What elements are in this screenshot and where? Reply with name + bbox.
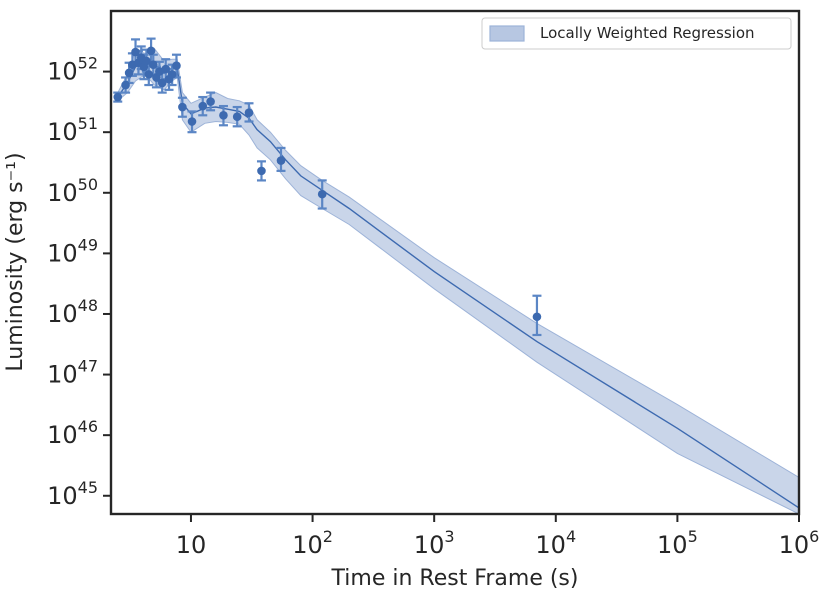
y-tick-label: 1046	[47, 417, 98, 449]
data-point	[206, 97, 215, 106]
x-axis-label: Time in Rest Frame (s)	[331, 566, 579, 591]
x-tick-label: 104	[535, 527, 576, 559]
data-point	[157, 78, 167, 88]
data-point	[219, 110, 228, 120]
data-point	[198, 101, 208, 111]
y-axis-label: Luminosity (erg s⁻¹)	[3, 152, 28, 371]
data-point	[146, 46, 156, 56]
legend-label: Locally Weighted Regression	[540, 24, 755, 42]
x-tick-label: 105	[657, 527, 698, 559]
x-tick-label: 102	[292, 527, 333, 559]
data-point	[144, 70, 154, 79]
data-point	[257, 166, 266, 176]
data-points	[113, 46, 542, 322]
legend-box	[481, 17, 792, 50]
x-tick-label: 106	[779, 527, 820, 559]
data-point	[276, 156, 286, 165]
data-point	[167, 70, 177, 79]
data-point	[131, 47, 140, 57]
y-tick-label: 1049	[47, 235, 98, 267]
legend-band-swatch	[489, 25, 525, 42]
plot-area	[113, 37, 799, 514]
y-tick-label: 1047	[47, 357, 98, 389]
y-tick-label: 1048	[47, 296, 98, 328]
y-tick-label: 1050	[47, 175, 98, 207]
data-point	[142, 56, 151, 66]
data-point	[244, 108, 254, 117]
data-point	[232, 112, 242, 122]
data-point	[161, 64, 171, 74]
data-point	[172, 61, 181, 71]
data-point	[113, 92, 123, 102]
x-tick-label: 103	[414, 527, 455, 559]
data-point	[317, 189, 327, 199]
y-axis-ticks: 1045 1046 1047 1048 1049 1050 1051 1052	[47, 54, 111, 510]
x-axis-ticks: 10 102 103 104 105 106	[176, 514, 820, 559]
data-point	[121, 80, 130, 90]
data-point	[178, 102, 187, 112]
data-point	[148, 60, 158, 69]
plot-frame	[109, 9, 801, 516]
data-point	[187, 117, 197, 126]
y-tick-label: 1051	[47, 114, 98, 146]
data-point	[124, 68, 134, 78]
y-tick-label: 1052	[47, 54, 98, 86]
regression-confidence-band	[117, 47, 799, 514]
legend: Locally Weighted Regression	[481, 17, 792, 50]
x-tick-label: 10	[176, 531, 207, 559]
data-point	[532, 312, 542, 322]
y-tick-label: 1045	[47, 478, 98, 510]
